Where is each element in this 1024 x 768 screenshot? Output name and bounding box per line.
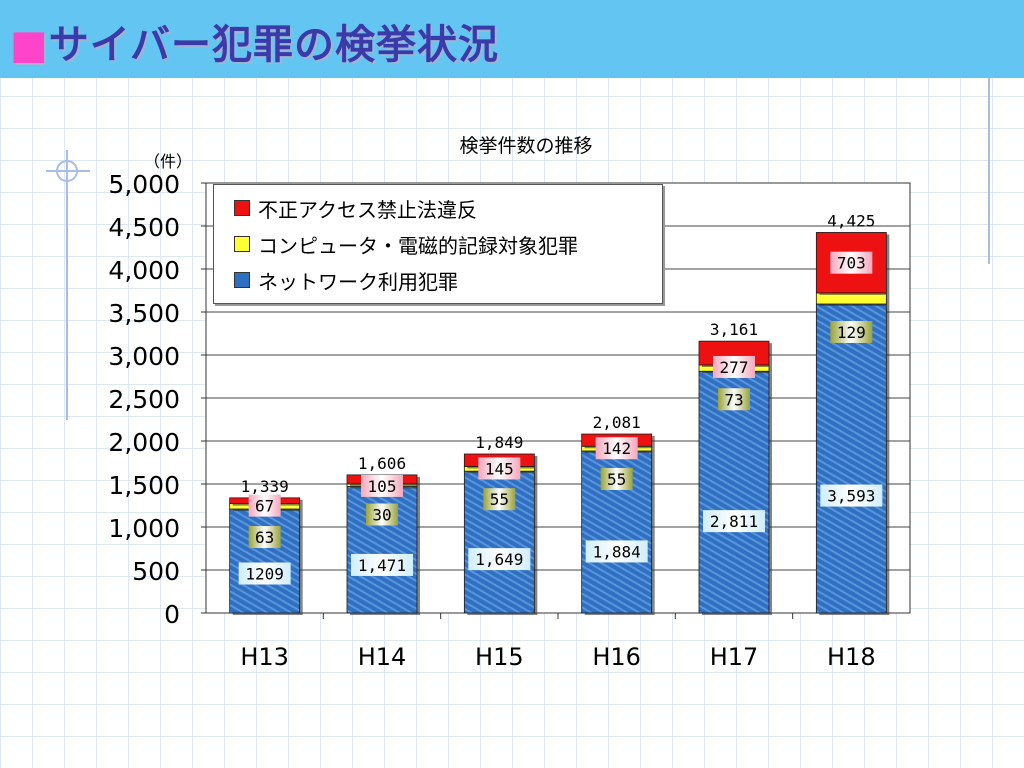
data-label-computer-box [600,467,633,490]
page-title-text: サイバー犯罪の検挙状況 [48,22,499,68]
data-label-computer: 30 [372,505,391,524]
data-label-network-box [820,484,883,507]
y-tick-label: 500 [132,557,180,586]
x-tick-label: H13 [240,643,289,671]
data-label-unauthorized: 145 [485,459,514,478]
bar-segment-network [698,370,770,614]
total-label: 3,161 [710,320,758,339]
data-label-unauthorized-box [830,251,873,274]
y-tick-label: 4,000 [108,256,180,285]
legend-label: コンピュータ・電磁的記録対象犯罪 [258,233,578,258]
data-label-unauthorized-box [361,474,403,497]
bar-segment-network [229,508,301,614]
legend-item-unauthorized-access: 不正アクセス禁止法違反 [234,194,477,222]
data-label-network: 1,884 [593,542,641,561]
y-tick-label: 5,000 [108,170,180,199]
y-tick-label: 2,000 [108,428,180,457]
x-tick-label: H16 [592,643,641,671]
bar-segment-network [346,486,418,614]
legend-swatch-yellow [234,236,250,252]
data-label-unauthorized-box [713,355,755,378]
x-tick-label: H17 [710,643,759,671]
legend-label: 不正アクセス禁止法違反 [258,197,477,222]
legend-swatch-red [234,200,250,216]
total-label: 1,339 [241,477,289,496]
data-label-unauthorized: 703 [837,254,866,273]
data-label-computer-box [483,488,516,511]
data-label-network: 2,811 [710,512,758,531]
y-tick-label: 2,500 [108,385,180,414]
total-label: 1,849 [475,433,523,452]
total-label: 4,425 [827,211,875,230]
y-tick-label: 4,500 [108,213,180,242]
data-label-unauthorized: 142 [602,439,631,458]
x-tick-label: H15 [475,643,524,671]
data-label-network: 1209 [245,564,284,583]
data-label-network-box [351,553,413,576]
data-label-computer: 73 [724,390,743,409]
x-tick-label: H14 [358,643,407,671]
data-label-unauthorized-box [248,494,281,517]
data-label-network: 3,593 [827,487,875,506]
data-label-network-box [585,540,648,563]
decorative-circle [56,160,78,182]
data-label-network-box [703,510,765,533]
y-tick-label: 3,500 [108,299,180,328]
total-label: 1,606 [358,454,406,473]
total-label: 2,081 [593,413,641,432]
y-tick-label: 3,000 [108,342,180,371]
decorative-line-left [66,150,68,420]
legend-item-network-crime: ネットワーク利用犯罪 [234,266,458,294]
title-square-icon: ■ [10,22,49,68]
data-label-computer: 129 [837,323,866,342]
legend-item-computer-crime: コンピュータ・電磁的記録対象犯罪 [234,230,578,258]
data-label-network: 1,471 [358,556,406,575]
data-label-computer-box [248,526,281,549]
data-label-computer: 55 [607,470,626,489]
data-label-unauthorized-box [595,437,638,460]
data-label-network-box [238,562,291,585]
legend-label: ネットワーク利用犯罪 [258,269,458,294]
data-label-computer-box [366,503,398,526]
data-label-unauthorized-box [478,457,521,480]
data-label-network-box [468,548,531,571]
data-label-computer: 55 [490,490,509,509]
data-label-unauthorized: 105 [368,477,397,496]
y-tick-label: 0 [164,600,180,629]
data-label-computer-box [718,388,750,411]
data-label-network: 1,649 [475,550,523,569]
y-axis-label: （件） [144,152,192,171]
header-bar: ■サイバー犯罪の検挙状況 [0,0,1024,78]
legend-swatch-blue [234,272,250,288]
y-tick-label: 1,500 [108,471,180,500]
decorative-line-right [988,78,990,264]
x-tick-label: H18 [827,643,876,671]
data-label-computer: 63 [255,528,274,547]
data-label-computer-box [830,321,873,344]
chart-title: 検挙件数の推移 [459,135,592,157]
y-tick-label: 1,000 [108,514,180,543]
chart-legend: 不正アクセス禁止法違反 コンピュータ・電磁的記録対象犯罪 ネットワーク利用犯罪 [213,184,663,304]
data-label-unauthorized: 277 [720,358,749,377]
bar-segment-network [815,303,887,614]
data-label-unauthorized: 67 [255,497,274,516]
page-title: ■サイバー犯罪の検挙状況 [10,12,499,70]
